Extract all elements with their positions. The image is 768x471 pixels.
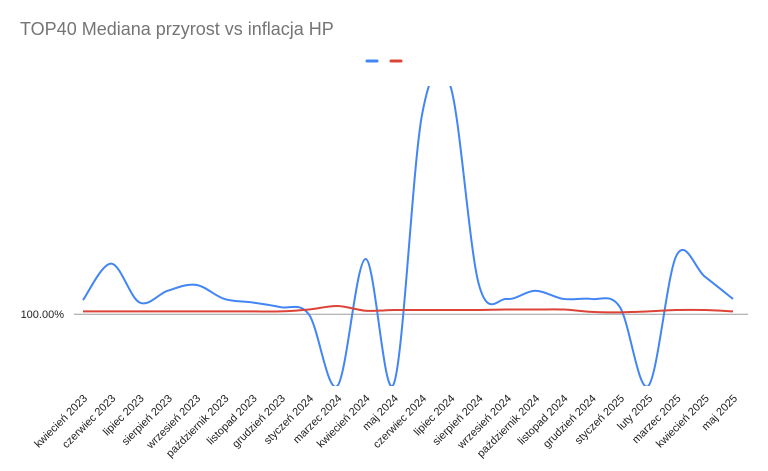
y-tick-label: 100.00% [21,309,65,321]
series-line-1 [82,86,734,386]
series-line-2 [82,304,734,314]
chart-title: TOP40 Mediana przyrost vs inflacja HP [20,19,334,39]
